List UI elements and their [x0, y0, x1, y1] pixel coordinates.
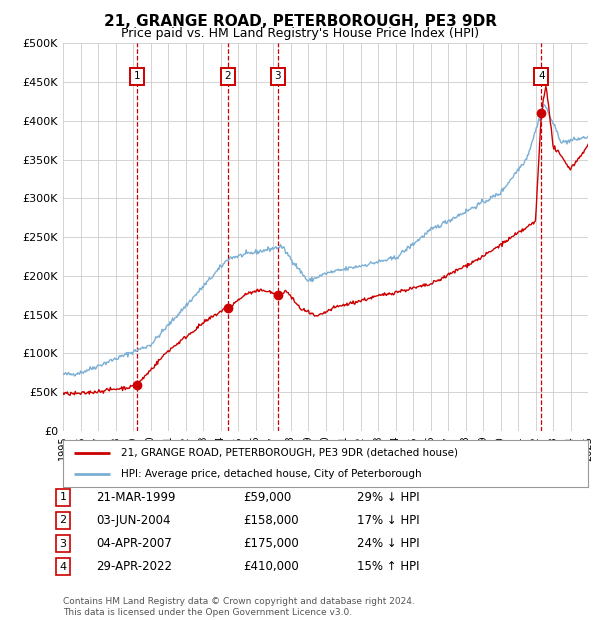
Text: 15% ↑ HPI: 15% ↑ HPI: [357, 560, 419, 573]
Text: 21, GRANGE ROAD, PETERBOROUGH, PE3 9DR (detached house): 21, GRANGE ROAD, PETERBOROUGH, PE3 9DR (…: [121, 448, 458, 458]
Text: 2: 2: [224, 71, 231, 81]
Text: 1: 1: [134, 71, 140, 81]
Text: £158,000: £158,000: [243, 514, 299, 526]
Text: 3: 3: [274, 71, 281, 81]
Text: £410,000: £410,000: [243, 560, 299, 573]
Text: £175,000: £175,000: [243, 538, 299, 550]
Text: 2: 2: [59, 515, 67, 525]
Text: 17% ↓ HPI: 17% ↓ HPI: [357, 514, 419, 526]
Text: 29% ↓ HPI: 29% ↓ HPI: [357, 491, 419, 503]
Text: 24% ↓ HPI: 24% ↓ HPI: [357, 538, 419, 550]
Text: 1: 1: [59, 492, 67, 502]
Text: HPI: Average price, detached house, City of Peterborough: HPI: Average price, detached house, City…: [121, 469, 421, 479]
Text: Contains HM Land Registry data © Crown copyright and database right 2024.
This d: Contains HM Land Registry data © Crown c…: [63, 598, 415, 617]
Text: 4: 4: [538, 71, 545, 81]
Text: 03-JUN-2004: 03-JUN-2004: [96, 514, 170, 526]
Text: £59,000: £59,000: [243, 491, 291, 503]
Text: 21-MAR-1999: 21-MAR-1999: [96, 491, 176, 503]
Text: 29-APR-2022: 29-APR-2022: [96, 560, 172, 573]
Text: 04-APR-2007: 04-APR-2007: [96, 538, 172, 550]
Text: 3: 3: [59, 539, 67, 549]
Text: Price paid vs. HM Land Registry's House Price Index (HPI): Price paid vs. HM Land Registry's House …: [121, 27, 479, 40]
Text: 21, GRANGE ROAD, PETERBOROUGH, PE3 9DR: 21, GRANGE ROAD, PETERBOROUGH, PE3 9DR: [104, 14, 497, 29]
Text: 4: 4: [59, 562, 67, 572]
